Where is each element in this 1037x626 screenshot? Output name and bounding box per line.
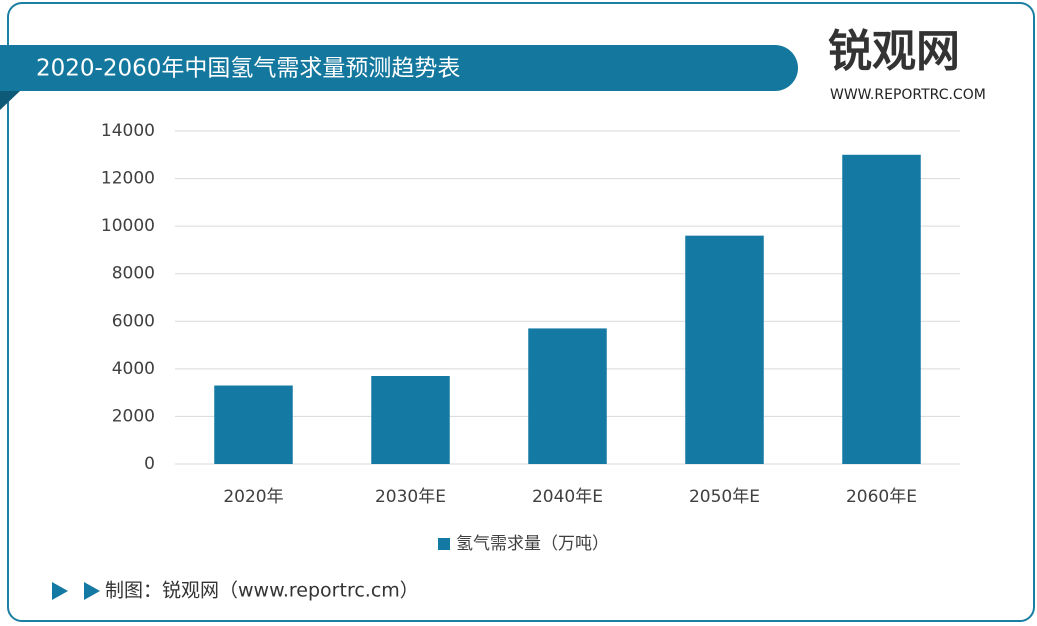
y-tick-label: 4000 <box>112 359 155 379</box>
bar <box>685 235 764 464</box>
bar <box>214 385 293 464</box>
x-tick-label: 2050年E <box>689 487 760 507</box>
y-tick-label: 2000 <box>112 406 155 426</box>
x-tick-label: 2040年E <box>532 487 603 507</box>
y-tick-label: 12000 <box>101 169 155 189</box>
x-tick-label: 2020年 <box>223 487 283 507</box>
legend-swatch <box>438 538 450 550</box>
bar <box>371 375 450 464</box>
banner-fold <box>0 91 20 110</box>
bar <box>842 154 921 465</box>
logo-name: 锐观网 <box>828 26 960 77</box>
legend-label: 氢气需求量（万吨） <box>456 534 609 554</box>
source-note: 制图：锐观网（www.reportrc.cm） <box>105 580 419 602</box>
y-tick-label: 14000 <box>101 121 155 141</box>
frame <box>7 2 1035 622</box>
y-tick-label: 10000 <box>101 216 155 236</box>
x-tick-label: 2060年E <box>846 487 917 507</box>
bar <box>528 328 607 464</box>
title-banner <box>0 45 798 91</box>
chart-title: 2020-2060年中国氢气需求量预测趋势表 <box>36 56 460 82</box>
y-tick-label: 8000 <box>112 264 155 284</box>
arrow-icon <box>84 582 100 600</box>
y-tick-label: 0 <box>144 454 155 474</box>
arrow-icon <box>52 582 68 600</box>
y-tick-label: 6000 <box>112 311 155 331</box>
x-tick-label: 2030年E <box>375 487 446 507</box>
logo-url: WWW.REPORTRC.COM <box>830 87 986 103</box>
